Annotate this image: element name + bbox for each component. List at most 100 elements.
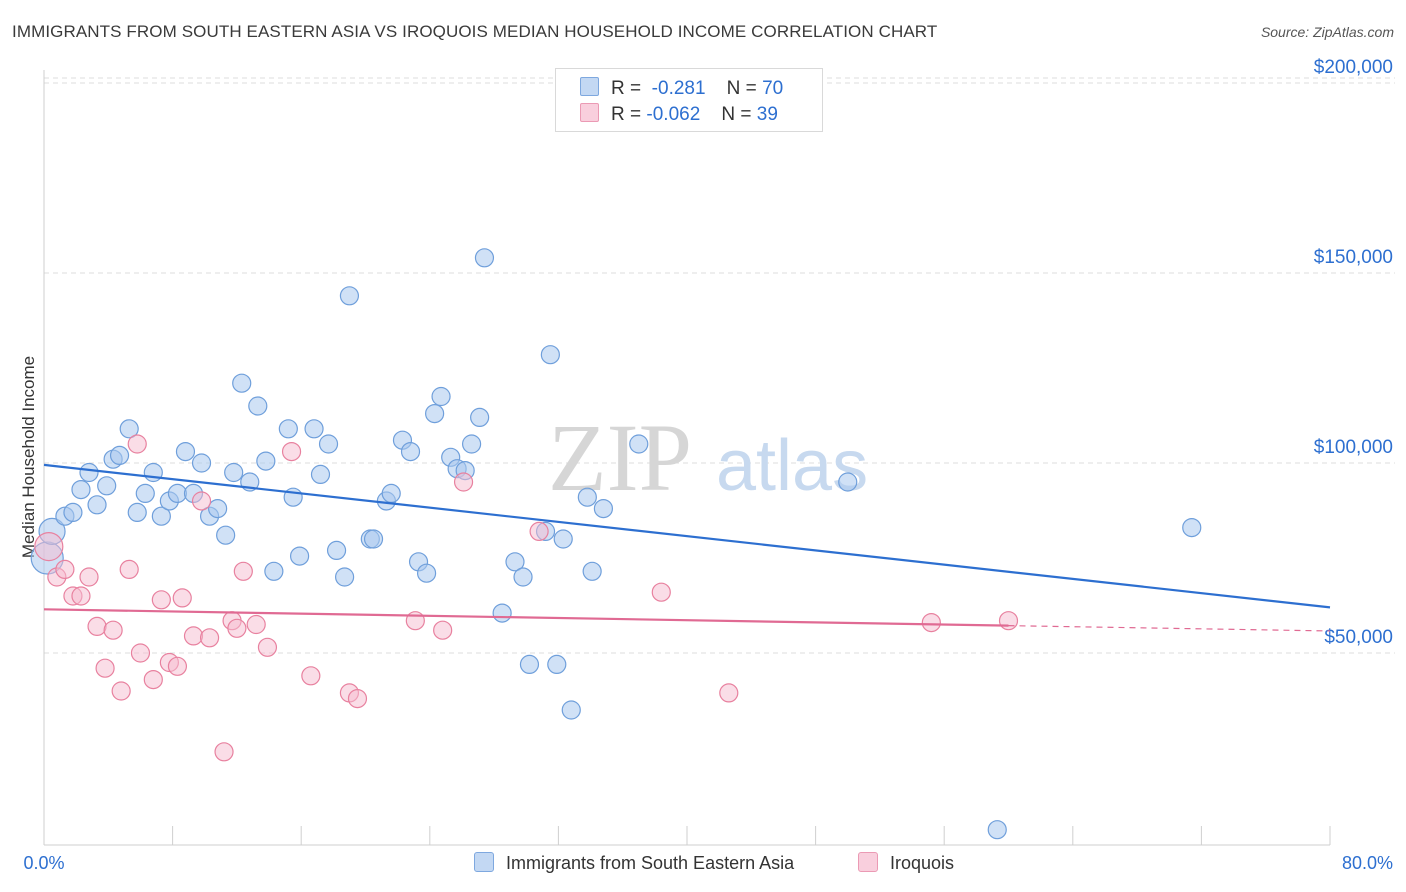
data-point-immigrants: [547, 654, 567, 675]
data-point-iroquois: [199, 628, 220, 648]
data-point-immigrants: [310, 464, 331, 484]
data-point-iroquois: [151, 590, 171, 610]
data-point-iroquois: [191, 491, 212, 511]
trend-lines: [43, 463, 1331, 632]
data-point-immigrants: [381, 483, 401, 503]
data-point-iroquois: [281, 442, 302, 462]
data-point-immigrants: [540, 345, 560, 365]
data-point-iroquois: [71, 586, 91, 606]
legend-item-label: Iroquois: [890, 853, 955, 873]
data-point-immigrants: [431, 386, 451, 407]
data-point-immigrants: [216, 525, 236, 545]
data-point-immigrants: [318, 434, 339, 454]
data-point-immigrants: [232, 373, 252, 393]
data-point-immigrants: [63, 502, 83, 523]
source-label: Source: ZipAtlas.com: [1260, 24, 1394, 40]
data-point-immigrants: [400, 442, 421, 462]
legend-swatch-pink: [580, 103, 599, 122]
data-point-iroquois: [119, 559, 139, 580]
data-point-immigrants: [339, 286, 360, 306]
data-point-iroquois: [651, 582, 671, 602]
legend-r-label: R =: [611, 104, 642, 125]
data-point-immigrants: [1182, 517, 1202, 538]
y-tick-labels: $50,000 $100,000 $150,000 $200,000: [1314, 57, 1393, 648]
data-point-iroquois: [347, 688, 368, 709]
data-point-immigrants: [505, 552, 525, 572]
data-point-immigrants: [127, 502, 147, 523]
data-point-immigrants: [109, 445, 130, 465]
data-point-immigrants: [167, 483, 188, 503]
legend-item-immigrants[interactable]: Immigrants from South Eastern Asia: [474, 852, 794, 874]
data-point-iroquois: [529, 521, 549, 542]
data-point-immigrants: [326, 540, 347, 561]
y-tick-label: $100,000: [1314, 437, 1393, 458]
legend-row-immigrants: R = -0.281 N = 70: [580, 77, 783, 101]
data-point-immigrants: [582, 561, 602, 581]
data-point-immigrants: [577, 487, 597, 507]
series-iroquois-points: [34, 434, 1019, 762]
legend-r-value: -0.062: [646, 104, 701, 125]
legend-n-label: N =: [721, 104, 752, 125]
watermark-zip: ZIP: [548, 404, 692, 511]
legend-item-iroquois[interactable]: Iroquois: [858, 852, 954, 874]
data-point-immigrants: [461, 434, 482, 454]
data-point-iroquois: [246, 614, 266, 635]
data-point-iroquois: [433, 620, 453, 640]
data-point-immigrants: [838, 472, 858, 492]
data-point-immigrants: [151, 506, 171, 526]
data-point-iroquois: [79, 567, 99, 587]
data-point-immigrants: [79, 462, 99, 483]
data-point-immigrants: [264, 561, 284, 581]
legend-row-iroquois: R = -0.062 N = 39: [580, 103, 778, 127]
data-point-immigrants: [289, 546, 310, 566]
legend-n-value: 70: [762, 78, 784, 99]
data-point-iroquois: [167, 656, 188, 676]
data-point-immigrants: [513, 567, 533, 587]
data-point-iroquois: [87, 616, 107, 637]
data-point-immigrants: [224, 462, 244, 483]
series-immigrants-points: [30, 248, 1202, 840]
data-point-immigrants: [278, 419, 298, 439]
data-point-iroquois: [719, 683, 739, 703]
legend-item-label: Immigrants from South Eastern Asia: [506, 853, 795, 873]
legend-swatch-pink: [858, 852, 878, 872]
legend-swatch-blue: [580, 77, 599, 96]
legend-n-label: N =: [726, 78, 757, 99]
data-point-immigrants: [363, 529, 384, 549]
data-point-immigrants: [248, 396, 268, 416]
series-legend: Immigrants from South Eastern Asia Iroqu…: [0, 852, 1406, 878]
watermark: ZIP atlas: [548, 404, 868, 511]
x-tick-label: 0.0%: [23, 853, 64, 873]
data-point-iroquois: [998, 611, 1019, 631]
x-tick-label: 80.0%: [1342, 853, 1393, 873]
x-tick-labels: 0.0% 80.0%: [23, 853, 1393, 873]
data-point-iroquois: [55, 559, 75, 580]
data-point-immigrants: [335, 567, 355, 587]
data-point-immigrants: [191, 453, 212, 473]
data-point-iroquois: [130, 643, 151, 663]
data-point-iroquois: [233, 561, 253, 581]
data-point-iroquois: [453, 472, 474, 492]
trend-line-immigrants: [43, 463, 1331, 609]
data-point-immigrants: [987, 820, 1007, 840]
data-point-iroquois: [95, 658, 115, 678]
legend-r-label: R =: [611, 78, 642, 99]
legend-n-value: 39: [756, 104, 778, 125]
data-point-immigrants: [519, 654, 540, 675]
data-point-immigrants: [135, 483, 155, 503]
data-point-iroquois: [111, 681, 131, 701]
correlation-legend: R = -0.281 N = 70 R = -0.062 N = 39: [555, 68, 823, 132]
data-point-immigrants: [97, 476, 117, 496]
data-point-iroquois: [921, 612, 941, 633]
axes: [43, 70, 1331, 846]
data-point-iroquois: [127, 434, 147, 454]
data-point-immigrants: [87, 495, 107, 515]
data-point-iroquois: [172, 588, 192, 608]
data-point-immigrants: [470, 407, 490, 427]
y-axis-label: Median Household Income: [19, 356, 38, 558]
data-point-immigrants: [474, 248, 495, 268]
data-point-immigrants: [629, 434, 649, 454]
data-point-immigrants: [425, 404, 445, 424]
legend-swatch-blue: [474, 852, 494, 872]
